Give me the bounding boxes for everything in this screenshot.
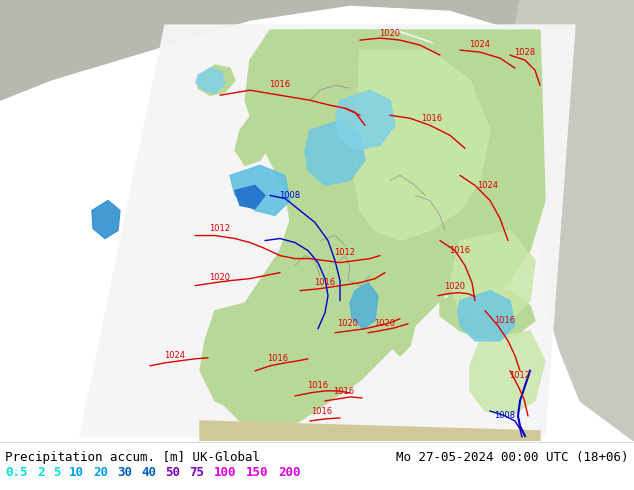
Text: 75: 75: [190, 466, 205, 479]
Polygon shape: [210, 30, 520, 431]
Text: 1012: 1012: [510, 371, 531, 380]
Polygon shape: [200, 421, 540, 441]
Text: 1020: 1020: [444, 282, 465, 291]
Polygon shape: [450, 230, 535, 326]
Polygon shape: [385, 311, 415, 356]
Polygon shape: [200, 301, 280, 411]
Text: 10: 10: [69, 466, 84, 479]
Text: 1016: 1016: [269, 80, 290, 89]
Polygon shape: [440, 286, 535, 341]
Text: 30: 30: [117, 466, 133, 479]
Text: 1016: 1016: [333, 388, 354, 396]
Text: 1016: 1016: [495, 316, 515, 325]
Text: 40: 40: [141, 466, 157, 479]
Polygon shape: [198, 65, 235, 95]
Text: 1028: 1028: [514, 48, 536, 57]
Text: 1008: 1008: [280, 191, 301, 200]
Polygon shape: [458, 291, 515, 341]
Text: 1020: 1020: [337, 319, 358, 328]
Polygon shape: [470, 331, 545, 416]
Polygon shape: [350, 283, 378, 329]
Text: 1020: 1020: [380, 28, 401, 38]
Text: Precipitation accum. [m] UK-Global: Precipitation accum. [m] UK-Global: [5, 451, 260, 464]
Polygon shape: [92, 200, 120, 239]
Text: 150: 150: [246, 466, 268, 479]
Text: 1020: 1020: [375, 319, 396, 328]
Text: 1016: 1016: [307, 381, 328, 391]
Text: 1024: 1024: [470, 40, 491, 49]
Polygon shape: [335, 301, 365, 381]
Polygon shape: [230, 166, 290, 216]
Polygon shape: [235, 185, 265, 208]
Text: 1024: 1024: [477, 181, 498, 190]
Text: 5: 5: [53, 466, 61, 479]
Text: 200: 200: [278, 466, 301, 479]
Text: 1024: 1024: [164, 351, 186, 360]
Text: Mo 27-05-2024 00:00 UTC (18+06): Mo 27-05-2024 00:00 UTC (18+06): [396, 451, 629, 464]
Text: 1016: 1016: [311, 407, 333, 416]
Text: 20: 20: [93, 466, 108, 479]
Polygon shape: [0, 0, 634, 100]
Text: 1016: 1016: [268, 354, 288, 363]
Polygon shape: [298, 30, 390, 120]
Text: 1012: 1012: [209, 224, 231, 233]
Text: 1012: 1012: [335, 248, 356, 257]
Text: 0.5: 0.5: [5, 466, 27, 479]
Text: 1016: 1016: [422, 114, 443, 123]
Polygon shape: [355, 50, 490, 241]
Polygon shape: [196, 68, 225, 93]
Text: 1016: 1016: [314, 278, 335, 287]
Polygon shape: [235, 110, 270, 166]
Text: 1016: 1016: [450, 246, 470, 255]
Text: 2: 2: [37, 466, 45, 479]
Text: 1020: 1020: [209, 273, 231, 282]
Text: 100: 100: [214, 466, 236, 479]
Text: 50: 50: [165, 466, 181, 479]
Polygon shape: [510, 0, 634, 441]
Polygon shape: [80, 25, 575, 436]
Polygon shape: [305, 120, 365, 185]
Text: 1008: 1008: [495, 412, 515, 420]
Polygon shape: [336, 90, 395, 150]
Polygon shape: [400, 30, 545, 311]
